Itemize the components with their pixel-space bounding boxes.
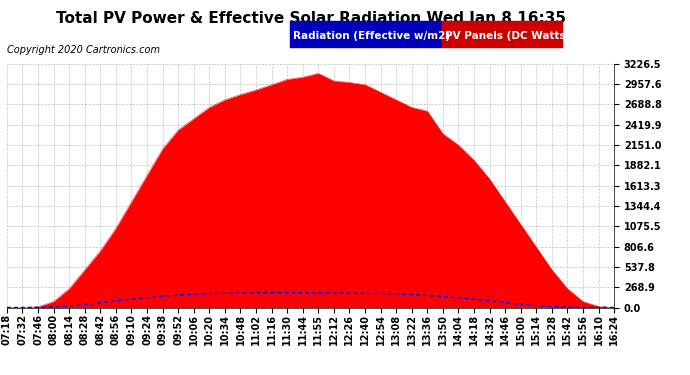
- Text: PV Panels (DC Watts): PV Panels (DC Watts): [445, 31, 571, 40]
- Text: Radiation (Effective w/m2): Radiation (Effective w/m2): [293, 31, 451, 40]
- Text: Copyright 2020 Cartronics.com: Copyright 2020 Cartronics.com: [7, 45, 160, 55]
- Text: Total PV Power & Effective Solar Radiation Wed Jan 8 16:35: Total PV Power & Effective Solar Radiati…: [55, 11, 566, 26]
